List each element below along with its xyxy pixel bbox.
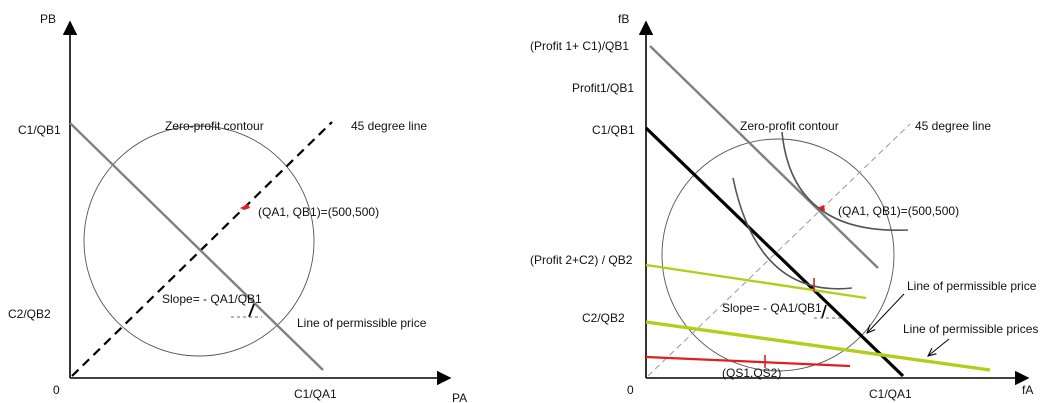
right-permissible-prices-line	[645, 320, 991, 372]
right-price-line-label: Line of permissible price	[907, 279, 1037, 293]
right-y-tick-profit1-c1: (Profit 1+ C1)/QB1	[530, 39, 629, 53]
left-45-degree-line	[71, 121, 333, 377]
left-x-tick-c1: C1/QA1	[294, 387, 337, 401]
left-price-line-label: Line of permissible price	[297, 316, 427, 330]
right-price-lines-arrow	[928, 338, 950, 356]
right-profit1-line	[649, 45, 879, 269]
left-x-axis-label: PA	[452, 391, 467, 403]
right-y-tick-c2: C2/QB2	[582, 311, 625, 325]
right-red-line	[645, 355, 851, 368]
right-origin-label: 0	[627, 383, 634, 397]
left-y-tick-c1: C1/QB1	[18, 123, 61, 137]
right-line45-label: 45 degree line	[915, 119, 991, 133]
right-45-degree-line	[647, 123, 911, 377]
right-y-tick-profit2-c2: (Profit 2+C2) / QB2	[530, 253, 633, 267]
left-y-tick-c2: C2/QB2	[8, 307, 51, 321]
right-price-line-arrow	[867, 293, 905, 333]
left-point-label: (QA1, QB1)=(500,500)	[258, 205, 379, 219]
right-x-tick-c1: C1/QA1	[869, 387, 912, 401]
left-line45-label: 45 degree line	[351, 119, 427, 133]
left-origin-label: 0	[53, 383, 60, 397]
left-slope-label: Slope= - QA1/QB1	[162, 292, 262, 306]
left-y-axis-label: PB	[40, 12, 56, 26]
left-contour-label: Zero-profit contour	[165, 119, 264, 133]
right-qs-label: (QS1,QS2)	[722, 366, 781, 380]
right-y-tick-profit1: Profit1/QB1	[572, 81, 634, 95]
left-panel: PB PA 0 C1/QB1 C2/QB2 C1/QA1 Zero-profit…	[8, 12, 467, 403]
left-price-line	[69, 122, 324, 371]
right-lower-iso-curve	[732, 177, 853, 290]
right-x-axis-label: fA	[1022, 383, 1033, 397]
right-c1-line	[644, 126, 905, 378]
right-panel: fB fA 0 (Profit 1+ C1)/QB1 Profit1/QB1 C…	[530, 12, 1038, 401]
left-zero-profit-circle	[83, 125, 315, 357]
right-profit2-line	[645, 263, 867, 300]
left-slope-tick	[248, 303, 255, 318]
right-zero-profit-circle	[661, 138, 895, 372]
right-contour-label: Zero-profit contour	[740, 119, 839, 133]
right-slope-label: Slope= - QA1/QB1	[722, 301, 822, 315]
right-slope-tick	[821, 304, 827, 319]
right-point-marker	[817, 205, 825, 211]
right-point-label: (QA1, QB1)=(500,500)	[838, 204, 959, 218]
right-y-axis-label: fB	[618, 12, 629, 26]
right-price-lines-label: Line of permissible prices	[903, 322, 1038, 336]
left-point-marker	[240, 204, 250, 210]
right-y-tick-c1: C1/QB1	[592, 123, 635, 137]
